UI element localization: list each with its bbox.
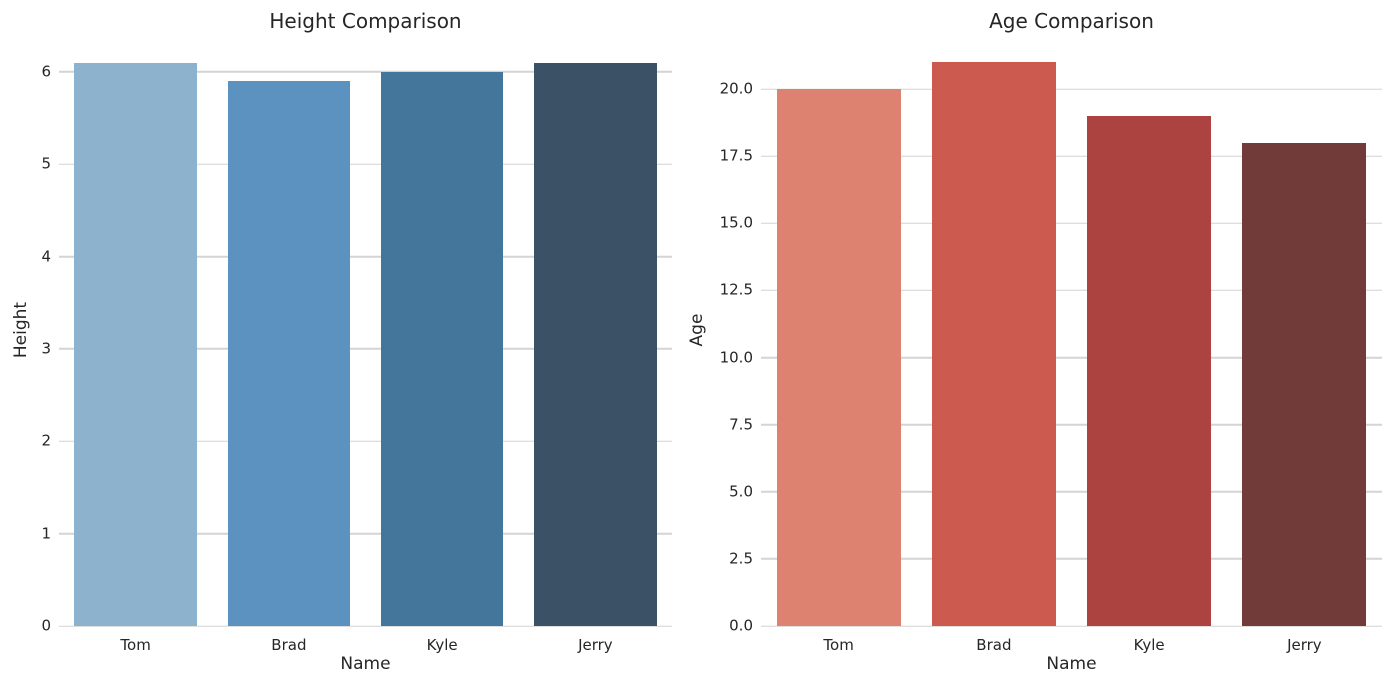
gridline [59, 163, 672, 165]
gridline [761, 625, 1382, 627]
y-tick-label: 6 [41, 62, 51, 81]
gridline [59, 532, 672, 535]
y-tick-label: 10.0 [719, 348, 753, 367]
y-tick-label: 0 [41, 616, 51, 635]
y-tick-label: 17.5 [719, 146, 753, 165]
bar-brad [931, 62, 1056, 626]
y-tick-label: 2 [41, 431, 51, 450]
x-tick-label: Jerry [578, 636, 613, 654]
x-tick-label: Brad [976, 636, 1012, 654]
y-axis-label-age: Age [687, 313, 707, 347]
bar-jerry [534, 62, 657, 626]
gridline [761, 356, 1382, 359]
gridline [761, 155, 1382, 157]
y-tick-label: 5 [41, 154, 51, 173]
gridline [761, 491, 1382, 493]
bar-brad [227, 81, 351, 626]
y-tick-label: 0.0 [729, 616, 753, 635]
bar-kyle [380, 71, 504, 626]
x-tick-label: Brad [271, 636, 307, 654]
gridline [59, 255, 672, 258]
chart-title-height: Height Comparison [269, 9, 462, 33]
x-axis-label-age: Name [1046, 654, 1097, 674]
plot-area-age: 0.0 2.5 5.0 7.5 10.0 12.5 15.0 17.5 20.0 Tom Brad K… [720, 34, 1382, 654]
plot-area-height: 0 1 2 3 4 5 6 Tom Brad Kyle Jerry [41, 34, 672, 654]
x-tick-label: Tom [120, 636, 151, 654]
y-tick-label: 1 [41, 524, 51, 543]
x-tick-label: Kyle [1133, 636, 1165, 654]
gridline [761, 88, 1382, 90]
y-tick-label: 5.0 [729, 482, 753, 501]
gridline [761, 289, 1382, 292]
y-tick-label: 3 [41, 339, 51, 358]
y-tick-label: 2.5 [729, 549, 753, 568]
y-axis-label-height: Height [11, 301, 31, 359]
y-tick-label: 7.5 [729, 415, 753, 434]
gridline [761, 558, 1382, 560]
y-tick-label: 12.5 [719, 280, 753, 299]
x-axis-label-height: Name [340, 654, 391, 674]
gridline [59, 440, 672, 443]
y-tick-label: 4 [41, 247, 51, 266]
chart-title-age: Age Comparison [989, 9, 1154, 33]
gridline [59, 71, 672, 73]
x-tick-label: Jerry [1287, 636, 1322, 654]
gridline [59, 348, 672, 350]
bar-jerry [1242, 142, 1367, 626]
x-tick-label: Kyle [426, 636, 458, 654]
bar-kyle [1087, 115, 1212, 626]
y-tick-label: 20.0 [719, 79, 753, 98]
bar-tom [776, 89, 901, 626]
bar-tom [74, 62, 197, 626]
gridline [761, 423, 1382, 426]
x-tick-label: Tom [823, 636, 854, 654]
gridline [59, 625, 672, 627]
gridline [761, 222, 1382, 225]
y-tick-label: 15.0 [719, 213, 753, 232]
